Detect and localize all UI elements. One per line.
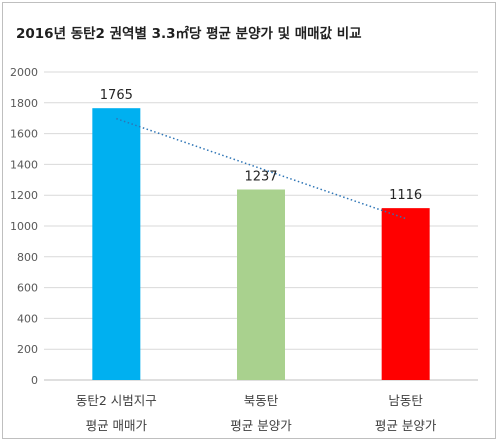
data-label: 1237	[244, 170, 277, 185]
y-tick-label: 1600	[10, 128, 38, 141]
y-tick-label: 200	[17, 343, 38, 356]
x-tick-label: 북동탄	[244, 393, 279, 408]
y-tick-label: 800	[17, 251, 38, 264]
chart-title: 2016년 동탄2 권역별 3.3㎡당 평균 분양가 및 매매값 비교	[16, 26, 362, 42]
x-tick-label: 평균 매매가	[86, 418, 148, 433]
trendline-path	[116, 117, 406, 220]
y-tick-label: 1200	[10, 189, 38, 202]
y-tick-label: 1800	[10, 97, 38, 110]
trendline	[116, 117, 406, 220]
y-tick-label: 1400	[10, 158, 38, 171]
y-axis-ticks: 0 200 400 600 800 1000 1200 1400 1600 1800 2000	[10, 66, 38, 387]
bars	[92, 108, 430, 380]
y-tick-label: 1000	[10, 220, 38, 233]
y-tick-label: 2000	[10, 66, 38, 79]
data-labels: 1765 1237 1116	[100, 88, 422, 203]
y-tick-label: 400	[17, 312, 38, 325]
data-label: 1765	[100, 88, 133, 103]
x-tick-label: 남동탄	[388, 393, 423, 408]
bar	[92, 108, 141, 380]
x-tick-label: 평균 분양가	[375, 418, 437, 433]
y-tick-label: 0	[31, 374, 38, 387]
data-label: 1116	[389, 188, 422, 203]
y-tick-label: 600	[17, 282, 38, 295]
x-tick-label: 동탄2 시범지구	[76, 393, 157, 408]
x-tick-label: 평균 분양가	[230, 418, 292, 433]
bar	[381, 208, 430, 380]
bar	[237, 189, 285, 380]
